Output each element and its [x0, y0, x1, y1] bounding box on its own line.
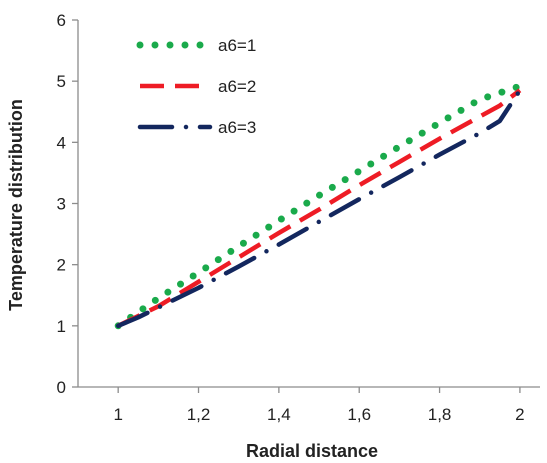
- y-tick-label: 4: [57, 133, 66, 152]
- tick-labels: 0 1 2 3 4 5 6 1 1,2 1,4 1,6 1,8 2: [57, 11, 525, 424]
- legend: a6=1 a6=2 a6=3: [136, 36, 256, 137]
- y-tick-label: 6: [57, 11, 66, 30]
- y-axis-title: Temperature distribution: [6, 99, 26, 311]
- series-line-3: [115, 88, 523, 329]
- legend-label-2: a6=2: [218, 77, 256, 96]
- x-tick-label: 2: [515, 405, 524, 424]
- legend-label-3: a6=3: [218, 118, 256, 137]
- series-lines: [114, 82, 524, 330]
- x-tick-label: 1,4: [267, 405, 291, 424]
- series-line-2: [117, 88, 522, 328]
- axes: [72, 19, 540, 393]
- y-tick-label: 0: [57, 378, 66, 397]
- y-tick-label: 5: [57, 72, 66, 91]
- x-tick-label: 1,2: [187, 405, 211, 424]
- x-tick-label: 1,8: [428, 405, 452, 424]
- series-line-1: [114, 82, 524, 330]
- y-tick-label: 1: [57, 317, 66, 336]
- y-tick-label: 3: [57, 195, 66, 214]
- x-tick-label: 1: [113, 405, 122, 424]
- y-tick-label: 2: [57, 256, 66, 275]
- legend-label-1: a6=1: [218, 36, 256, 55]
- x-tick-label: 1,6: [347, 405, 371, 424]
- x-axis-title: Radial distance: [246, 441, 378, 461]
